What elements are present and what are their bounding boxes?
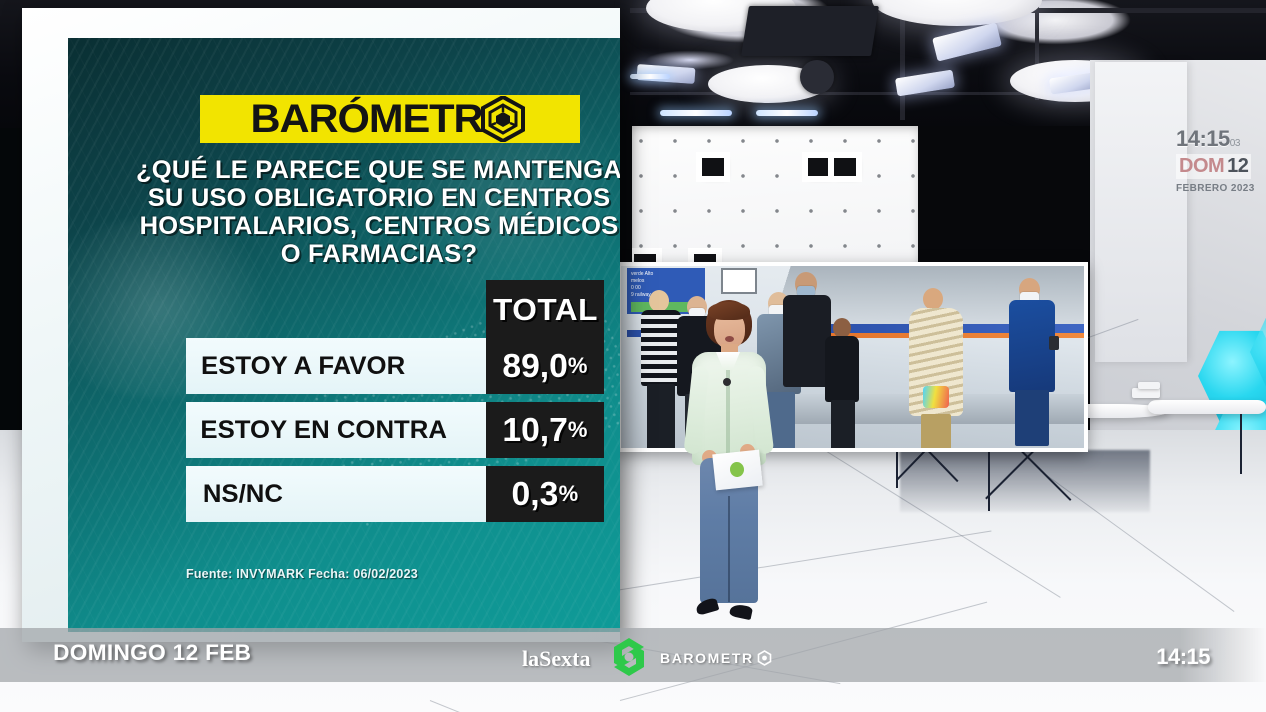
row-label-text: NS/NC — [202, 479, 283, 508]
poll-question-line: ¿QUÉ LE PARECE QUE SE MANTENGA — [136, 156, 620, 184]
row-label-cell: ESTOY A FAVOR — [186, 338, 486, 394]
row-value-unit: % — [558, 481, 579, 506]
presenter-mouth — [725, 336, 734, 342]
row-label-text: ESTOY A FAVOR — [201, 351, 406, 380]
poll-question-line: O FARMACIAS? — [280, 240, 478, 268]
strip-light — [630, 74, 670, 79]
column-header-total: TOTAL — [486, 280, 604, 340]
strip-light — [756, 110, 818, 116]
source-credit: Fuente: INVYMARK Fecha: 06/02/2023 — [186, 567, 418, 581]
row-label-cell: ESTOY EN CONTRA — [186, 402, 486, 458]
strip-light — [660, 110, 732, 116]
row-value-cell: 10,7% — [486, 402, 604, 458]
ceiling-rig — [741, 6, 879, 56]
metro-poster — [721, 268, 757, 294]
clock-seconds: 03 — [1229, 138, 1241, 149]
lasexta-logo-icon — [608, 636, 650, 678]
ceiling-rig — [800, 60, 834, 94]
presenter-jeans-seam — [728, 496, 730, 602]
row-value-number: 89,0 — [501, 347, 568, 384]
presenter-microphone — [723, 378, 731, 386]
presenter-shoe — [728, 602, 754, 621]
ceiling-truss — [1035, 0, 1039, 100]
lasexta-wordmark: laSexta — [522, 646, 591, 671]
row-value-number: 10,7 — [501, 411, 568, 448]
hexagon-dot-icon — [757, 650, 772, 666]
presenter-shoe — [694, 597, 720, 616]
column-header-label: TOTAL — [492, 292, 598, 327]
wall-panel — [1095, 62, 1187, 362]
barometro-graphic: BARÓMETR ¿QUÉ LE PARECE QUE SE MANTENGA … — [68, 38, 620, 632]
wall-light-box — [702, 158, 724, 176]
ceiling-truss — [630, 92, 1100, 95]
table-row: NS/NC 0,3% — [186, 466, 604, 522]
row-label-text: ESTOY EN CONTRA — [200, 415, 447, 444]
passenger-phone — [1049, 336, 1059, 350]
desk-leg — [896, 416, 898, 488]
wall-light-box — [834, 158, 856, 176]
studio-clock-widget: 14:1503 DOM 12 FEBRERO 2023 — [1176, 126, 1260, 212]
row-label-cell: NS/NC — [186, 466, 486, 522]
table-row: ESTOY A FAVOR 89,0% — [186, 338, 604, 394]
video-inset: verde Alto melos 0 00 9 railway — [617, 262, 1088, 452]
clock-time: 14:15 — [1176, 126, 1230, 151]
clock-date-box: DOM 12 — [1176, 154, 1252, 179]
clock-day-abbr: DOM — [1179, 155, 1225, 177]
desk-leg — [1240, 414, 1242, 474]
row-value-number: 0,3 — [511, 475, 559, 512]
banner-edge-fade — [1180, 628, 1266, 682]
passenger-bag — [923, 386, 949, 408]
poll-results-table: ESTOY A FAVOR 89,0% ESTOY EN CONTRA 10,7… — [186, 338, 604, 530]
presenter-blouse-placket — [726, 370, 730, 462]
poll-question-line: HOSPITALARIOS, CENTROS MÉDICOS — [139, 212, 619, 240]
barometro-logo-text: BARÓMETR — [250, 97, 484, 141]
hexagon-cube-icon — [480, 96, 525, 142]
clock-time-row: 14:1503 — [1176, 126, 1260, 152]
banner-program-label: BAROMETR — [660, 650, 772, 666]
row-value-cell: 0,3% — [486, 466, 604, 522]
presenter-hair-fringe — [708, 302, 750, 320]
row-value-unit: % — [567, 417, 588, 442]
table-row: ESTOY EN CONTRA 10,7% — [186, 402, 604, 458]
banner-program-text: BAROMETR — [660, 650, 754, 666]
wall-light-box — [808, 158, 830, 176]
poll-question-line: SU USO OBLIGATORIO EN CENTROS — [147, 184, 611, 212]
banner-clock: 14:15 — [1156, 644, 1210, 669]
row-value-unit: % — [567, 353, 588, 378]
row-value-cell: 89,0% — [486, 338, 604, 394]
banner-date-label: DOMINGO 12 FEB — [53, 640, 252, 665]
graphic-panel-frame: BARÓMETR ¿QUÉ LE PARECE QUE SE MANTENGA … — [22, 8, 620, 642]
desk-prop — [1138, 382, 1160, 389]
desk-leg — [988, 416, 990, 511]
desk-prop — [1132, 388, 1160, 398]
clock-day-number: 12 — [1227, 155, 1249, 177]
poll-question: ¿QUÉ LE PARECE QUE SE MANTENGA SU USO OB… — [119, 156, 620, 268]
clock-month-year: FEBRERO 2023 — [1176, 183, 1255, 194]
studio-desk — [1148, 400, 1266, 414]
ceiling-truss — [900, 0, 905, 120]
barometro-logo: BARÓMETR — [200, 95, 580, 143]
presenter — [672, 300, 784, 645]
